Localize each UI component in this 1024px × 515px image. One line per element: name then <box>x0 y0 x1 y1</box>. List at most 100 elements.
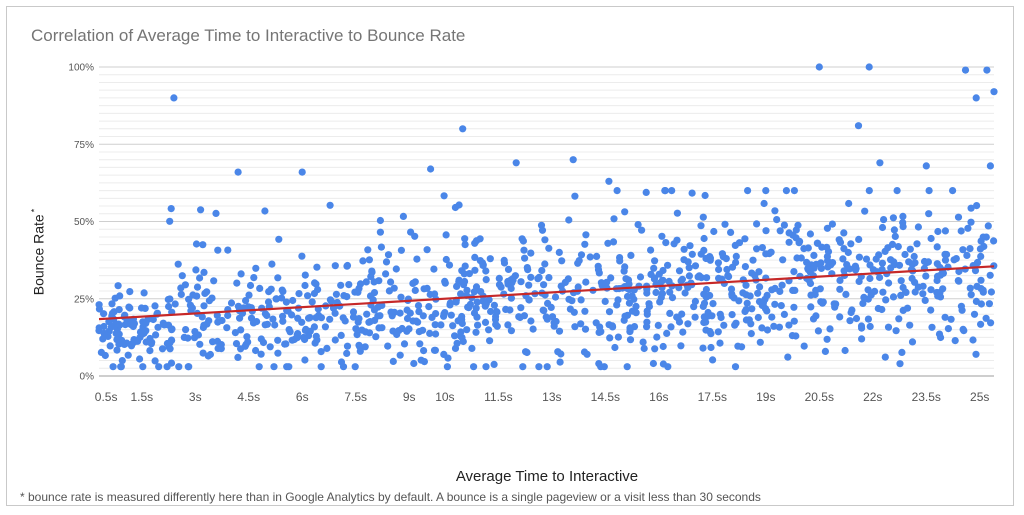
data-point <box>817 298 825 306</box>
data-point <box>288 311 296 319</box>
data-point <box>742 281 750 289</box>
data-point <box>976 245 985 253</box>
data-point <box>983 66 991 74</box>
data-point <box>461 277 469 286</box>
data-point <box>471 253 479 261</box>
data-point <box>606 334 614 342</box>
x-tick-label: 11.5s <box>484 390 512 404</box>
data-point <box>527 273 535 281</box>
data-point <box>922 162 930 170</box>
data-point <box>753 220 761 228</box>
data-point <box>881 353 889 361</box>
data-point <box>149 315 157 324</box>
data-point <box>432 310 440 318</box>
data-point <box>714 328 722 336</box>
y-tick-label: 75% <box>74 140 94 151</box>
data-point <box>884 323 893 331</box>
data-point <box>571 192 579 200</box>
data-point <box>369 296 377 304</box>
data-point <box>396 351 404 359</box>
data-point <box>468 344 476 352</box>
data-point <box>310 323 318 331</box>
data-point <box>301 281 309 290</box>
data-point <box>339 314 347 322</box>
data-point <box>180 333 188 341</box>
data-point <box>237 345 245 353</box>
data-point <box>134 337 142 345</box>
data-point <box>397 293 405 301</box>
data-point <box>656 298 664 306</box>
data-point <box>326 201 334 209</box>
data-point <box>443 363 451 371</box>
data-point <box>661 187 669 195</box>
data-point <box>213 311 221 319</box>
data-point <box>858 335 866 343</box>
data-point <box>673 209 682 217</box>
data-point <box>903 304 912 312</box>
data-point <box>114 282 122 290</box>
data-point <box>885 279 893 287</box>
data-point <box>441 277 449 285</box>
data-point <box>493 322 501 330</box>
data-point <box>910 252 918 261</box>
data-point <box>365 256 373 264</box>
data-point <box>163 339 171 348</box>
data-point <box>403 314 412 323</box>
data-point <box>854 122 863 130</box>
data-point <box>643 318 651 326</box>
data-point <box>961 66 970 74</box>
data-point <box>520 312 529 320</box>
data-point <box>442 255 450 264</box>
data-point <box>749 256 757 264</box>
data-point <box>547 303 555 311</box>
data-point <box>818 243 826 251</box>
data-point <box>859 299 867 307</box>
data-point <box>349 313 358 321</box>
data-point <box>622 275 630 283</box>
data-point <box>170 94 178 102</box>
data-point <box>776 287 784 295</box>
data-point <box>160 321 168 329</box>
data-point <box>139 330 147 338</box>
data-point <box>293 331 301 339</box>
data-point <box>874 304 882 313</box>
data-point <box>154 323 162 331</box>
data-point <box>621 208 629 216</box>
data-point <box>245 291 253 299</box>
data-point <box>790 317 798 325</box>
data-point <box>540 307 548 315</box>
data-point <box>700 234 708 243</box>
data-point <box>817 264 826 272</box>
data-point <box>888 240 897 248</box>
data-point <box>356 343 364 351</box>
data-point <box>146 347 154 355</box>
data-point <box>233 279 241 287</box>
data-point <box>732 258 740 267</box>
x-tick-label: 17.5s <box>698 390 727 404</box>
data-point <box>193 283 202 291</box>
data-point <box>924 258 933 266</box>
chart-title: Correlation of Average Time to Interacti… <box>31 26 466 45</box>
data-point <box>977 320 985 328</box>
data-point <box>951 337 959 345</box>
data-point <box>651 345 659 353</box>
data-point <box>810 264 818 272</box>
data-point <box>721 220 729 228</box>
data-point <box>667 323 675 331</box>
data-point <box>200 302 208 310</box>
data-point <box>754 289 762 297</box>
data-point <box>432 330 440 338</box>
data-point <box>927 286 935 294</box>
data-point <box>878 223 887 232</box>
data-point <box>197 206 205 214</box>
data-point <box>558 257 566 265</box>
data-point <box>718 250 727 258</box>
data-point <box>601 297 609 305</box>
data-point <box>753 245 761 253</box>
data-point <box>440 192 448 200</box>
data-point <box>354 288 362 296</box>
data-point <box>623 311 632 319</box>
data-point <box>389 357 397 365</box>
data-point <box>519 363 527 371</box>
data-point <box>723 265 731 274</box>
